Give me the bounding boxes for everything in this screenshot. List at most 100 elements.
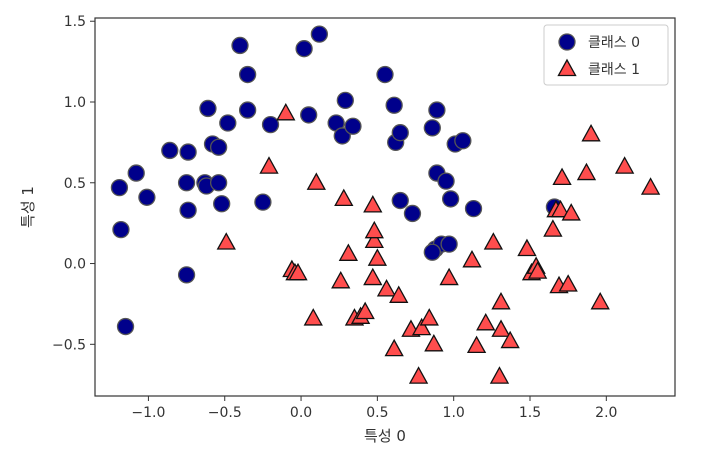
class-1-point [334,188,354,207]
class-1-point [288,262,308,281]
class-1-point [367,248,388,266]
legend-marker-circle [558,33,576,51]
class-0-point [385,96,403,114]
class-1-point [331,270,351,289]
class-1-point [640,177,661,195]
class-0-point [261,115,280,134]
class-0-point [310,25,329,43]
class-0-point [336,91,354,110]
x-tick-label: −0.5 [208,405,242,421]
class-0-point [423,119,441,137]
class-1-point [550,199,571,218]
class-1-point [363,267,383,286]
class-1-point [411,317,432,336]
y-tick-label: 1.0 [64,95,86,111]
class-1-point [491,291,511,310]
data-marks [110,25,661,384]
class-0-point [161,141,179,160]
class-1-point [408,366,429,384]
class-0-point [213,195,231,213]
class-0-point [391,191,409,210]
x-tick-label: 0.5 [366,405,388,421]
class-1-point [306,172,326,190]
class-0-point [209,174,228,192]
x-tick-label: −1.0 [131,405,165,421]
class-0-point [428,101,446,119]
class-1-point [384,338,404,357]
class-1-point [216,232,236,250]
class-0-point [112,220,130,239]
class-0-point [238,101,257,119]
class-0-point [110,178,129,197]
class-0-point [376,65,394,84]
class-1-point [476,312,496,331]
legend: 클래스 0 클래스 1 [543,24,669,86]
class-0-point [179,143,197,161]
class-1-point [338,243,359,261]
class-0-point [231,36,249,55]
x-tick-label: 0.0 [290,405,312,421]
x-axis-title: 특성 0 [364,427,406,445]
class-0-point [127,164,145,182]
y-tick-label: 0.0 [64,257,86,273]
class-0-point [116,317,135,336]
y-tick-label: 0.5 [64,176,86,192]
class-1-point [489,366,510,384]
class-0-point [179,201,197,219]
class-1-point [561,203,581,221]
class-0-point [437,172,455,190]
class-1-point [614,156,635,174]
class-1-point [303,308,323,326]
class-1-point [364,220,384,239]
class-0-point [209,138,228,156]
class-1-point [500,330,520,349]
class-1-point [424,333,444,352]
y-tick-label: 1.5 [64,14,86,30]
class-0-point [300,106,318,124]
class-0-point [254,193,272,211]
class-0-point [441,190,460,208]
class-1-point [517,238,537,257]
x-tick-label: 1.0 [443,405,465,421]
class-0-point [199,99,217,118]
class-0-point [464,199,483,218]
legend-label: 클래스 0 [588,35,640,51]
plot-frame [94,17,676,397]
class-1-point [363,195,383,213]
class-0-point [440,235,458,253]
class-1-point [462,249,482,268]
y-axis: −0.5 0.0 0.5 1.0 1.5 [52,14,95,353]
class-1-point [590,291,610,310]
class-1-point [527,261,548,279]
class-1-point [364,230,384,249]
class-1-point [581,123,601,142]
y-tick-label: −0.5 [52,337,86,353]
x-axis: −1.0 −0.5 0.0 0.5 1.0 1.5 2.0 [131,396,617,421]
legend-marker-triangle [557,58,577,77]
class-0-point [238,65,257,84]
x-tick-label: 1.5 [519,405,541,421]
class-1-point [466,335,487,354]
class-0-point [177,174,196,192]
class-1-point [552,167,572,186]
class-1-point [483,232,504,250]
class-0-point [138,188,156,206]
class-1-point [439,267,459,286]
class-1-point [276,102,296,121]
class-1-point [491,319,511,337]
class-1-point [376,279,397,297]
class-1-point [389,285,409,303]
class-0-point [295,40,313,58]
x-tick-label: 2.0 [595,405,617,421]
class-0-point [333,127,351,145]
class-1-point [543,219,563,237]
class-0-point [423,243,441,261]
class-1-point [558,274,578,292]
series-1 [216,102,661,384]
class-0-point [219,114,237,132]
class-0-point [177,266,196,284]
class-1-point [576,162,597,181]
y-axis-title: 특성 1 [19,186,37,228]
class-1-point [259,156,279,174]
